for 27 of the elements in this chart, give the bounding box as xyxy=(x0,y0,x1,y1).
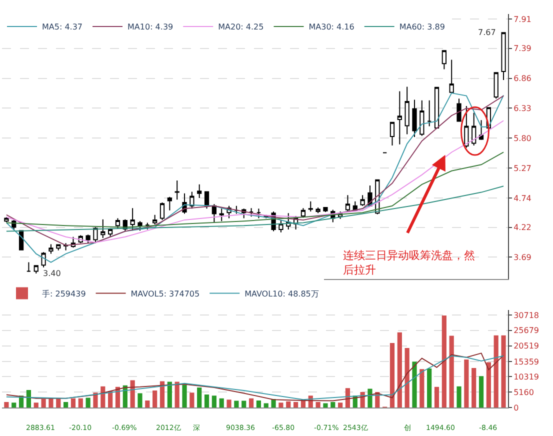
y-tick-label: 7.39 xyxy=(514,44,532,54)
legend-label: MA5: 4.37 xyxy=(42,22,83,32)
legend-label: MAVOL5: 374705 xyxy=(130,289,200,298)
y-tick-label: 15359 xyxy=(514,357,540,366)
y-tick-label: 10319 xyxy=(514,372,540,382)
y-tick-label: 5160 xyxy=(514,388,534,397)
annotation: 3.40 xyxy=(43,269,61,278)
legend-label: MAVOL10: 48.85万 xyxy=(244,289,319,298)
y-tick-label: 4.74 xyxy=(514,194,532,203)
y-tick-label: 20519 xyxy=(514,342,540,351)
legend-label: MA60: 3.89 xyxy=(399,22,445,32)
legend-label: MA10: 4.39 xyxy=(128,22,174,32)
y-tick-label: 30718 xyxy=(514,310,540,320)
y-tick-label: 3.69 xyxy=(514,252,532,262)
legend-label: MA20: 4.25 xyxy=(218,22,264,32)
y-tick-label: 6.33 xyxy=(514,104,532,114)
y-tick-label: 6.86 xyxy=(514,74,532,84)
y-tick-label: 4.22 xyxy=(514,223,532,232)
y-tick-label: 0 xyxy=(514,404,519,413)
legend-label: 手: 259439 xyxy=(42,289,86,298)
legend-label: MA30: 4.16 xyxy=(308,22,354,32)
annotation: 连续三日异动吸筹洗盘，然后拉升 xyxy=(343,249,475,276)
y-tick-label: 5.27 xyxy=(514,164,532,173)
y-tick-label: 25679 xyxy=(514,326,540,336)
annotation: 7.67 xyxy=(478,28,496,37)
y-tick-label: 5.80 xyxy=(514,134,532,143)
y-tick-label: 7.91 xyxy=(514,14,532,24)
